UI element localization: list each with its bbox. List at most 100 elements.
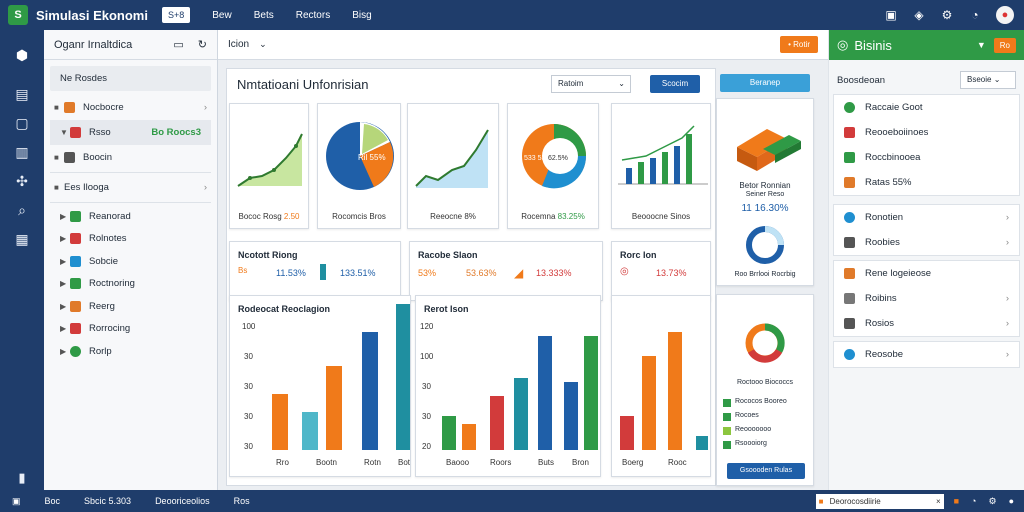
settings-icon[interactable]: ⚙ xyxy=(941,8,953,22)
bell-icon[interactable]: ◔ xyxy=(971,8,979,22)
footer-button[interactable]: Gsoooden Rulas xyxy=(727,463,805,479)
chevron-down-icon[interactable]: ⌄ xyxy=(259,39,267,49)
sidebar-subitem[interactable]: ▶ Rolnotes xyxy=(44,228,217,251)
kpi-card[interactable]: 533 53% 62.5% Rocemna 83.25% xyxy=(507,103,599,229)
card-caption-text: Bococ Rosg xyxy=(238,212,282,221)
sidebar-item-selected[interactable]: ▼ Rsso Bo Roocs3 xyxy=(50,120,211,145)
right-list-item[interactable]: Ratas 55% xyxy=(834,170,1019,195)
layers-icon[interactable]: ▤ xyxy=(15,86,29,102)
right-item-label: Raccaie Goot xyxy=(865,102,923,113)
sidebar-subitem-label: Roctnoring xyxy=(89,278,135,290)
kpi-card[interactable]: Reeocne 8% xyxy=(407,103,499,229)
expand-arrow-icon[interactable]: ▶ xyxy=(60,346,67,356)
bottom-search-input[interactable]: ■ Deorocosdiirie × xyxy=(815,493,944,509)
sidebar-item[interactable]: ■ Boocin xyxy=(44,145,217,170)
menu-item-2[interactable]: Bets xyxy=(253,9,274,21)
action-button[interactable]: • Rotir xyxy=(780,36,818,53)
item-icon xyxy=(70,323,81,335)
warning-icon[interactable]: ■ xyxy=(953,495,960,506)
kpi-card[interactable]: Beooocne Sinos xyxy=(611,103,711,229)
kpi-card[interactable]: Bococ Rosg 2.50 xyxy=(229,103,309,229)
cube-icon[interactable]: ⬢ xyxy=(15,47,29,63)
legend-label: Rococos Booreo xyxy=(735,398,787,405)
expand-arrow-icon[interactable]: ▶ xyxy=(60,301,67,311)
card-caption: Bococ Rosg 2.50 xyxy=(230,212,308,221)
stat-card: Ncotott Riong Bs 11.53% 133.51% xyxy=(229,241,401,301)
grid-icon[interactable]: ▦ xyxy=(15,231,29,247)
run-button[interactable]: Scocim xyxy=(650,75,700,93)
cube-icon[interactable]: ▣ xyxy=(12,495,21,506)
sidebar-group-1[interactable]: Ne Rosdes xyxy=(50,66,211,91)
right-select[interactable]: Bseoie ⌄ xyxy=(960,71,1016,89)
sidebar-subitem[interactable]: ▶ Reerg xyxy=(44,295,217,318)
sidebar-group-2[interactable]: ■ Ees Ilooga › xyxy=(44,175,217,200)
right-list-item[interactable]: Reooeboiinoes xyxy=(834,120,1019,145)
x-tick: Rotn xyxy=(364,458,381,467)
right-list-item[interactable]: Reosobe › xyxy=(834,342,1019,367)
document-icon[interactable]: ▥ xyxy=(15,144,29,160)
refresh-icon[interactable]: ↻ xyxy=(197,39,207,51)
detail-value: 11 16.30% xyxy=(741,203,789,214)
detail-button[interactable]: Beranep xyxy=(720,74,810,92)
right-list-item[interactable]: Ronotien › xyxy=(834,205,1019,230)
clipboard-icon[interactable]: ▢ xyxy=(15,115,29,131)
panel-icon[interactable]: ▭ xyxy=(173,39,184,51)
top-bar: S Simulasi Ekonomi S+8 Bew Bets Rectors … xyxy=(0,0,1024,30)
menu-item-3[interactable]: Rectors xyxy=(295,9,331,21)
expand-arrow-icon[interactable]: ■ xyxy=(54,103,59,112)
kpi-card[interactable]: Ril 55% Rocomcis Bros xyxy=(317,103,401,229)
compass-icon[interactable]: ◈ xyxy=(914,8,924,22)
user-icon[interactable]: ● xyxy=(1008,495,1014,506)
expand-arrow-icon[interactable]: ▶ xyxy=(60,256,67,266)
gauge-icon: ◎ xyxy=(837,37,849,52)
settings-icon[interactable]: ⚙ xyxy=(988,495,997,506)
pie-label: Ril 55% xyxy=(358,153,386,162)
grid-icon[interactable]: ▣ xyxy=(885,8,897,22)
period-select[interactable]: Ratoim ⌄ xyxy=(551,75,631,93)
puzzle-icon[interactable]: ✣ xyxy=(16,173,28,189)
chevron-right-icon: › xyxy=(1005,237,1009,248)
expand-arrow-icon[interactable]: ■ xyxy=(54,183,59,192)
chevron-down-icon: ⌄ xyxy=(618,79,625,88)
expand-arrow-icon[interactable]: ■ xyxy=(54,153,59,162)
x-tick: Baooo xyxy=(446,458,470,467)
chevron-right-icon: › xyxy=(1005,349,1009,360)
sidebar-subitem[interactable]: ▶ Rorrocing xyxy=(44,318,217,341)
bar xyxy=(442,416,456,450)
trash-icon[interactable]: ▮ xyxy=(18,470,26,485)
expand-arrow-icon[interactable]: ▶ xyxy=(60,324,67,334)
right-item-label: Rene logeieose xyxy=(865,268,932,279)
sidebar-subitem-label: Sobcie xyxy=(89,255,119,267)
sidebar-subitem[interactable]: ▶ Roctnoring xyxy=(44,273,217,296)
top-chip-button[interactable]: S+8 xyxy=(162,7,191,23)
expand-arrow-icon[interactable]: ▶ xyxy=(60,279,67,289)
menu-item-1[interactable]: Bew xyxy=(212,9,232,21)
bar xyxy=(326,366,342,450)
expand-arrow-icon[interactable]: ▶ xyxy=(60,234,67,244)
status-item[interactable]: Deooriceolios xyxy=(155,496,210,506)
sidebar-subitem[interactable]: ▶ Reanorad xyxy=(44,205,217,228)
bell-icon[interactable]: ◔ xyxy=(971,495,977,506)
tab-active[interactable]: Icion xyxy=(228,39,250,50)
right-sub-label: Boosdeoan xyxy=(837,74,886,86)
user-avatar[interactable]: ● xyxy=(996,6,1014,24)
sidebar-subitem[interactable]: ▶ Sobcie xyxy=(44,250,217,273)
search-icon[interactable]: ⌕ xyxy=(18,202,26,218)
menu-item-4[interactable]: Bisg xyxy=(352,9,372,21)
sidebar-subitem-label: Rolnotes xyxy=(89,233,127,245)
right-list-item[interactable]: Rosios › xyxy=(834,311,1019,336)
expand-arrow-icon[interactable]: ▶ xyxy=(60,211,67,221)
right-list-item[interactable]: Roibins › xyxy=(834,286,1019,311)
chevron-down-icon[interactable]: ▼ xyxy=(976,40,986,50)
right-list-item[interactable]: Rene logeieose xyxy=(834,261,1019,286)
close-icon[interactable]: × xyxy=(935,496,941,506)
right-list-item[interactable]: Roccbinooea xyxy=(834,145,1019,170)
sidebar-group-label: Ees Ilooga xyxy=(64,182,109,193)
expand-arrow-icon[interactable]: ▼ xyxy=(60,128,68,137)
sidebar-subitem[interactable]: ▶ Rorlp xyxy=(44,340,217,363)
right-list-item[interactable]: Roobies › xyxy=(834,230,1019,255)
right-header-button[interactable]: Ro xyxy=(993,37,1016,53)
sidebar-item[interactable]: ■ Nocbocre › xyxy=(44,95,217,120)
status-item[interactable]: Ros xyxy=(233,496,250,506)
right-list-item[interactable]: Raccaie Goot xyxy=(834,95,1019,120)
